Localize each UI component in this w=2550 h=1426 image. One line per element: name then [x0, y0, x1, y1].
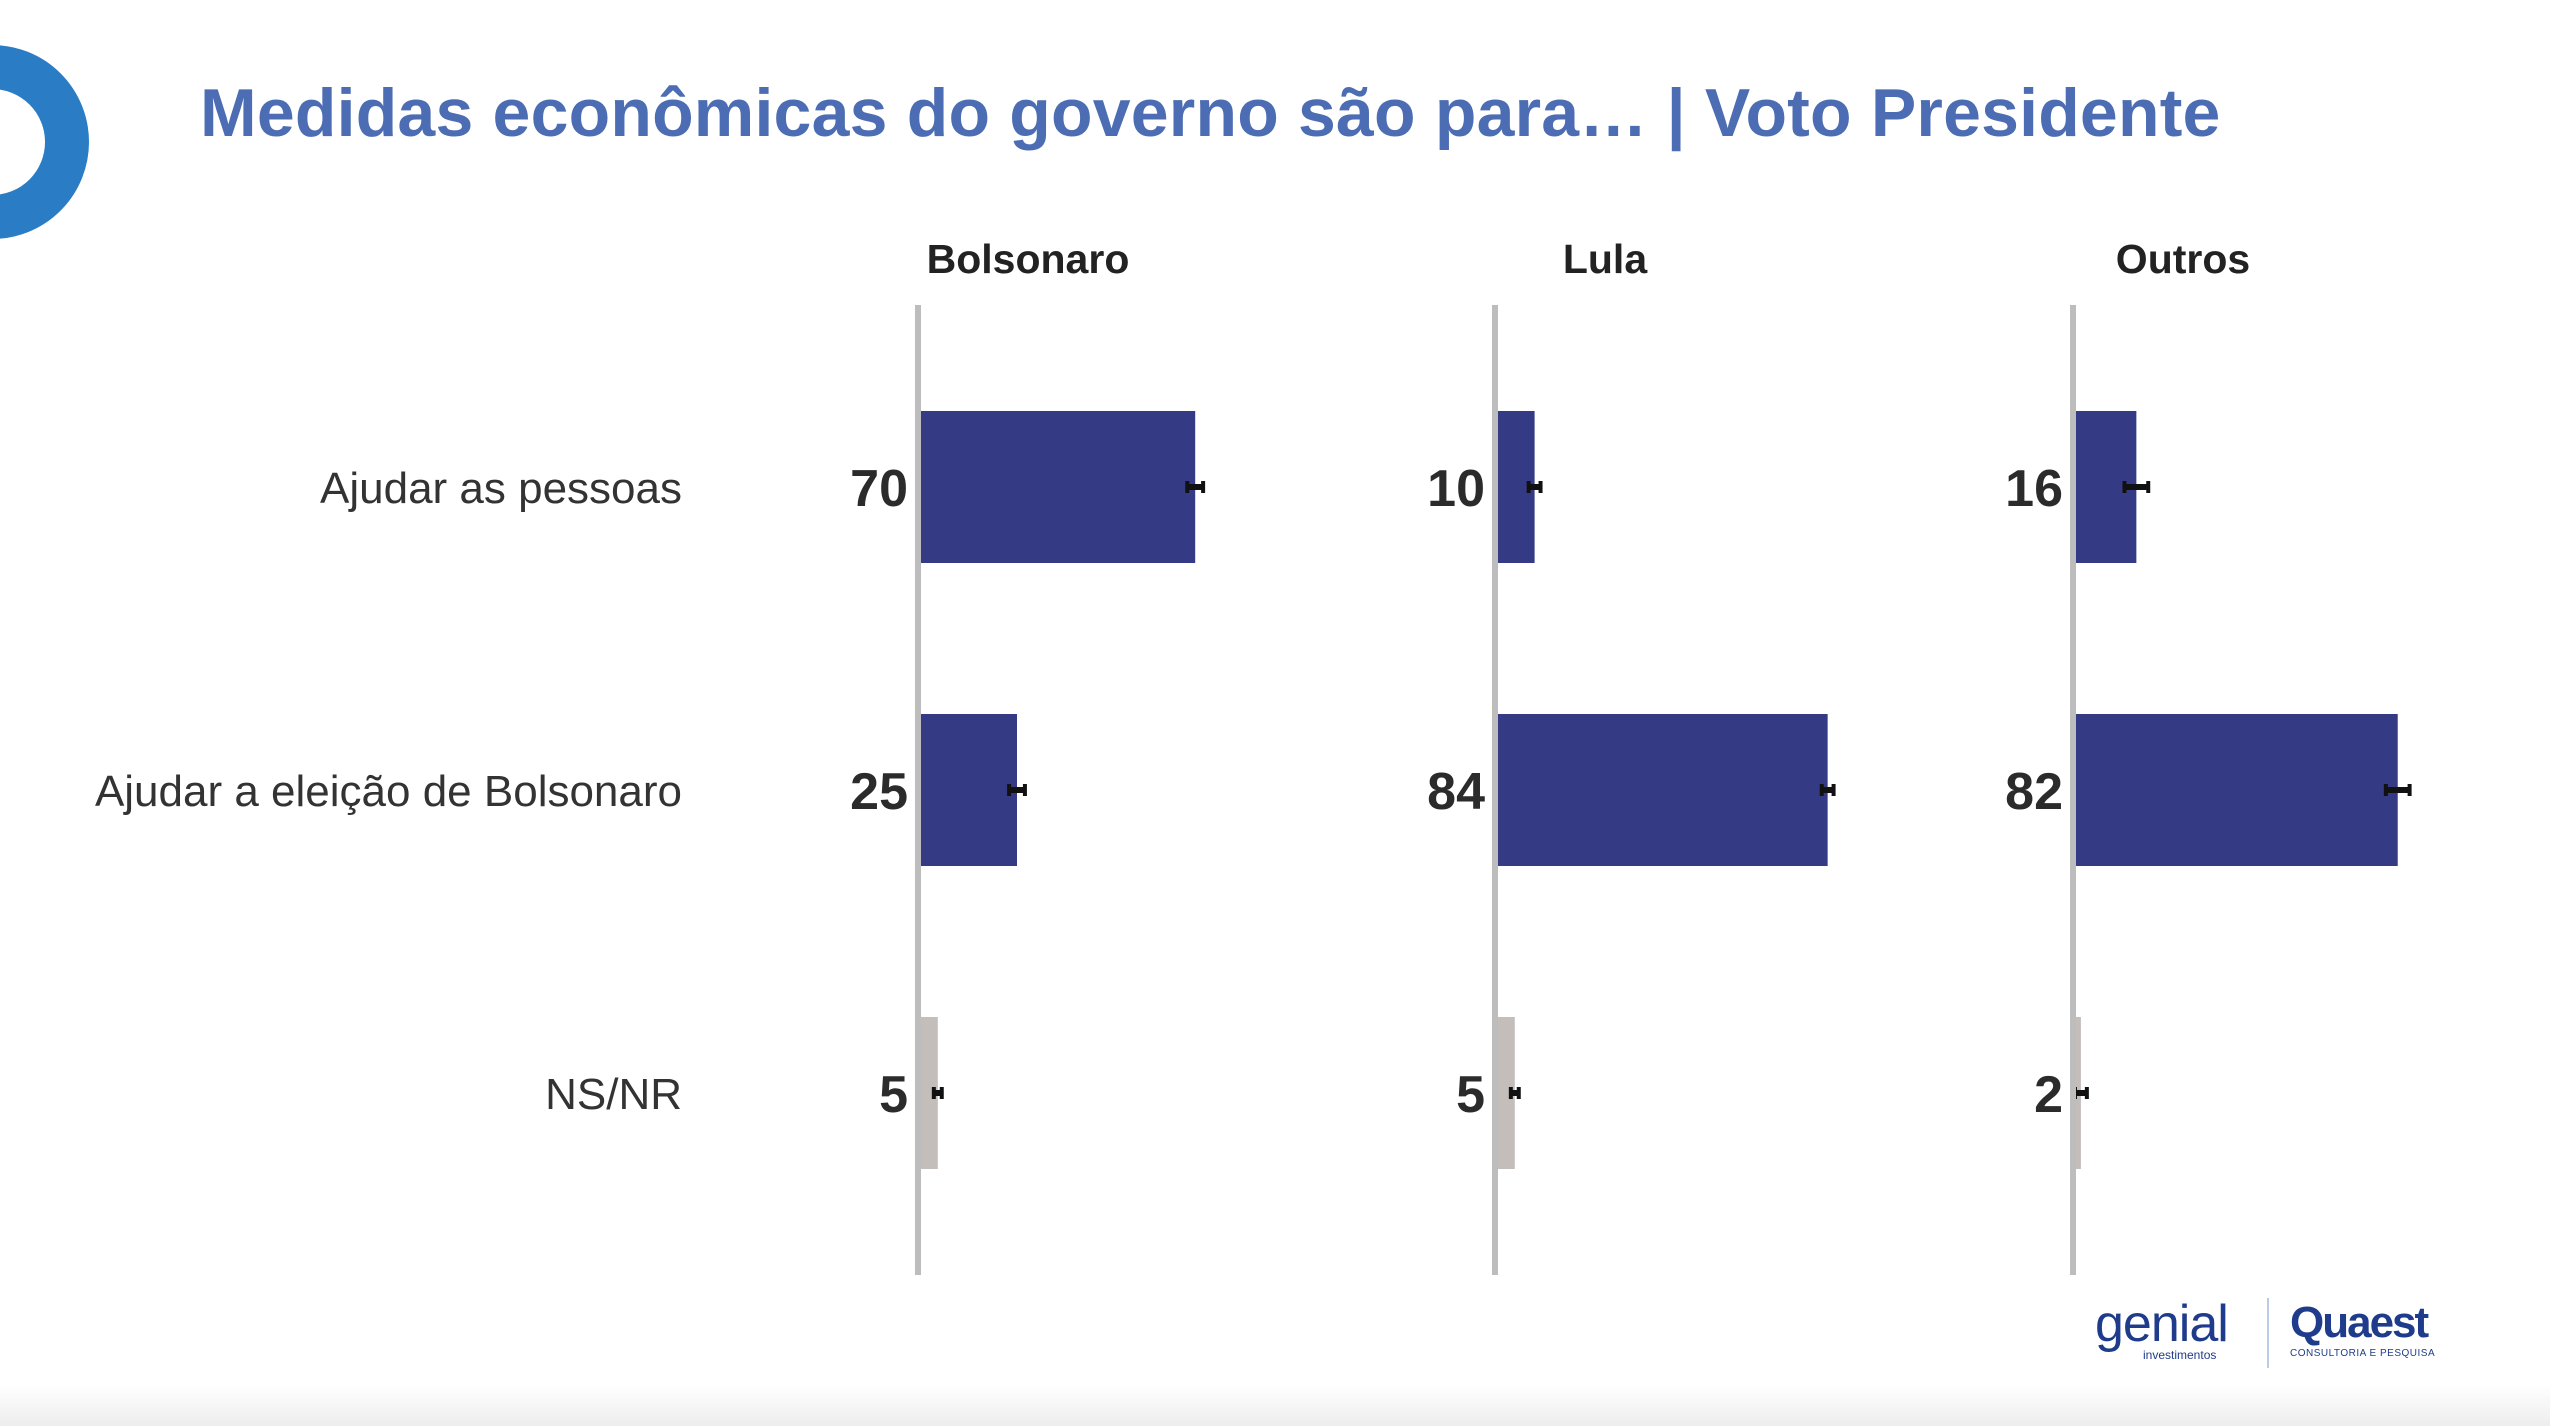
genial-logo-subtext: investimentos [2143, 1348, 2217, 1362]
bar-bolsonaro-1 [918, 714, 1017, 866]
quaest-logo-subtext: CONSULTORIA E PESQUISA [2290, 1348, 2436, 1359]
data-label: 5 [879, 1066, 908, 1124]
data-label: 84 [1427, 763, 1485, 821]
genial-logo: genial investimentos [2095, 1295, 2229, 1362]
bar-bolsonaro-2 [918, 1017, 938, 1169]
data-label: 82 [2005, 763, 2063, 821]
data-label: 25 [850, 763, 908, 821]
footer-band [0, 1385, 2550, 1426]
quaest-logo-text: Quaest [2290, 1298, 2429, 1347]
panel-title-bolsonaro: Bolsonaro [927, 236, 1130, 282]
quaest-logo: Quaest CONSULTORIA E PESQUISA [2290, 1298, 2435, 1359]
data-label: 70 [850, 460, 908, 518]
page-title: Medidas econômicas do governo são para… … [200, 75, 2221, 151]
genial-logo-text: genial [2095, 1295, 2229, 1353]
bar-lula-2 [1495, 1017, 1515, 1169]
category-label: Ajudar a eleição de Bolsonaro [95, 767, 682, 816]
data-label: 16 [2005, 460, 2063, 518]
panel-title-lula: Lula [1563, 236, 1648, 282]
bar-lula-1 [1495, 714, 1828, 866]
category-label: Ajudar as pessoas [320, 464, 682, 513]
data-label: 5 [1456, 1066, 1485, 1124]
bar-outros-1 [2073, 714, 2398, 866]
logo-group: genial investimentos Quaest CONSULTORIA … [2095, 1295, 2435, 1370]
category-label: NS/NR [545, 1070, 682, 1119]
data-label: 10 [1427, 460, 1485, 518]
data-label: 2 [2034, 1066, 2063, 1124]
logo-divider [2267, 1298, 2269, 1368]
bar-bolsonaro-0 [918, 411, 1196, 563]
panel-title-outros: Outros [2116, 236, 2250, 282]
